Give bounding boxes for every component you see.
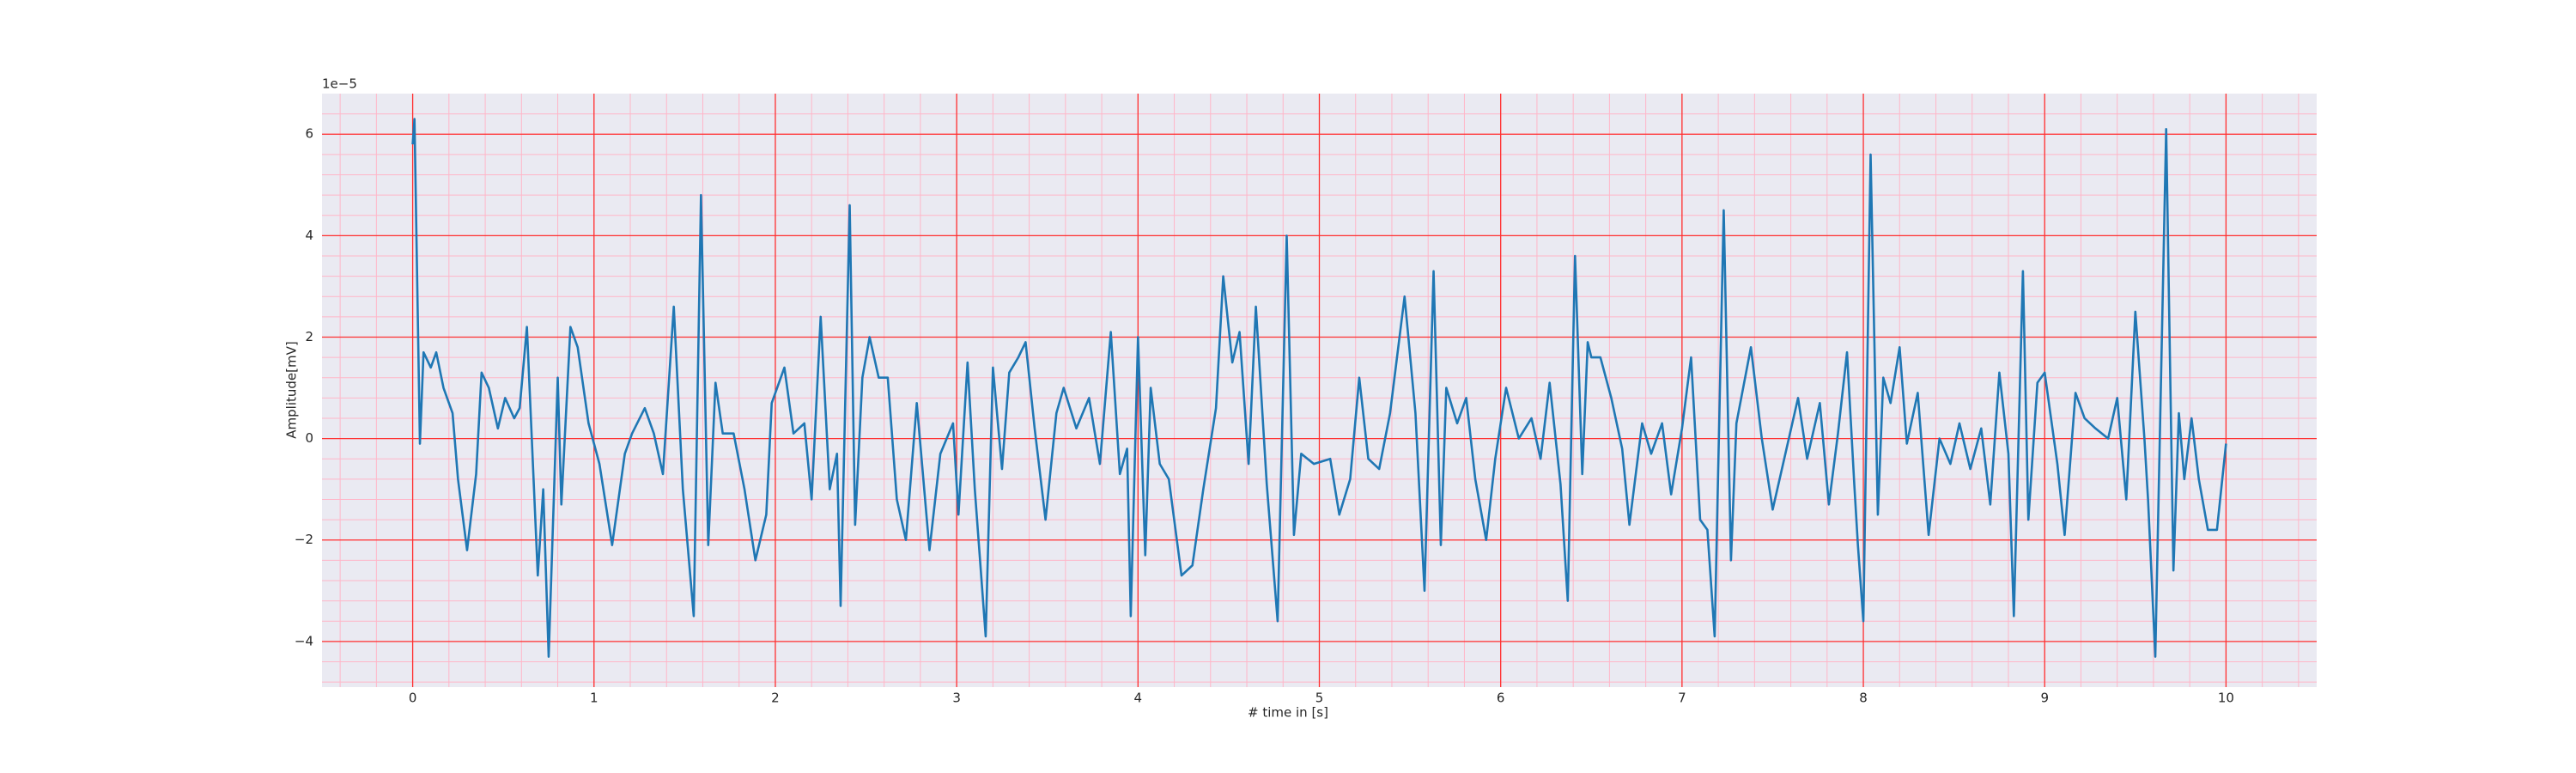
y-tick-label: −4 — [295, 633, 313, 648]
x-tick-label: 6 — [1497, 691, 1505, 706]
x-tick-label: 4 — [1134, 691, 1143, 706]
signal-line — [411, 118, 2227, 658]
y-tick-label: 4 — [305, 228, 313, 243]
x-tick-label: 3 — [952, 691, 961, 706]
x-tick-label: 5 — [1315, 691, 1324, 706]
y-tick-label: 0 — [305, 430, 313, 446]
x-tick-label: 9 — [2040, 691, 2049, 706]
x-tick-label: 1 — [590, 691, 598, 706]
y-tick-label: 6 — [305, 126, 313, 142]
x-tick-label: 2 — [771, 691, 780, 706]
x-tick-label: 10 — [2218, 691, 2234, 706]
offset-label: 1e−5 — [322, 76, 357, 92]
x-tick-label: 0 — [409, 691, 417, 706]
x-axis-label: # time in [s] — [1248, 705, 1328, 721]
y-tick-label: −2 — [295, 532, 313, 547]
y-axis-label: Amplitude[mV] — [284, 341, 300, 438]
x-tick-label: 8 — [1859, 691, 1868, 706]
x-tick-label: 7 — [1678, 691, 1686, 706]
y-tick-label: 2 — [305, 329, 313, 344]
